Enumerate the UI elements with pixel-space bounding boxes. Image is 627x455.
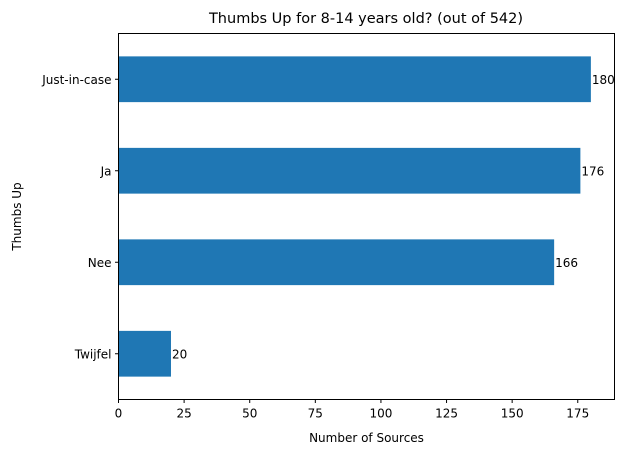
data-label: 176: [581, 164, 604, 178]
bars-layer: [118, 56, 591, 377]
plot-frame: [118, 33, 615, 400]
data-labels-layer: 180 176 166 20: [172, 73, 615, 362]
y-tick-label: Nee: [88, 256, 112, 270]
y-axis-label: Thumbs Up: [10, 182, 24, 251]
y-tick-label: Twijfel: [74, 347, 112, 361]
bar-twijfel: [118, 330, 171, 377]
bar-nee: [118, 239, 555, 286]
x-tick-label: 100: [369, 407, 392, 421]
y-tick-label: Just-in-case: [41, 73, 111, 87]
chart-title: Thumbs Up for 8-14 years old? (out of 54…: [208, 11, 523, 27]
x-tick-label: 25: [176, 407, 191, 421]
x-tick-label: 125: [435, 407, 458, 421]
data-label: 180: [592, 73, 615, 87]
x-tick-label: 50: [242, 407, 257, 421]
bar-just-in-case: [118, 56, 591, 103]
bar-ja: [118, 147, 581, 194]
y-tick-label: Ja: [100, 164, 112, 178]
data-label: 20: [172, 347, 187, 361]
data-label: 166: [555, 256, 578, 270]
x-axis: 0 25 50 75 100 125 150 175: [115, 399, 589, 421]
x-tick-label: 0: [115, 407, 123, 421]
x-axis-label: Number of Sources: [309, 431, 424, 445]
x-tick-label: 150: [501, 407, 524, 421]
x-tick-label: 175: [566, 407, 589, 421]
y-axis: Just-in-case Ja Nee Twijfel: [41, 73, 119, 361]
x-tick-label: 75: [308, 407, 323, 421]
